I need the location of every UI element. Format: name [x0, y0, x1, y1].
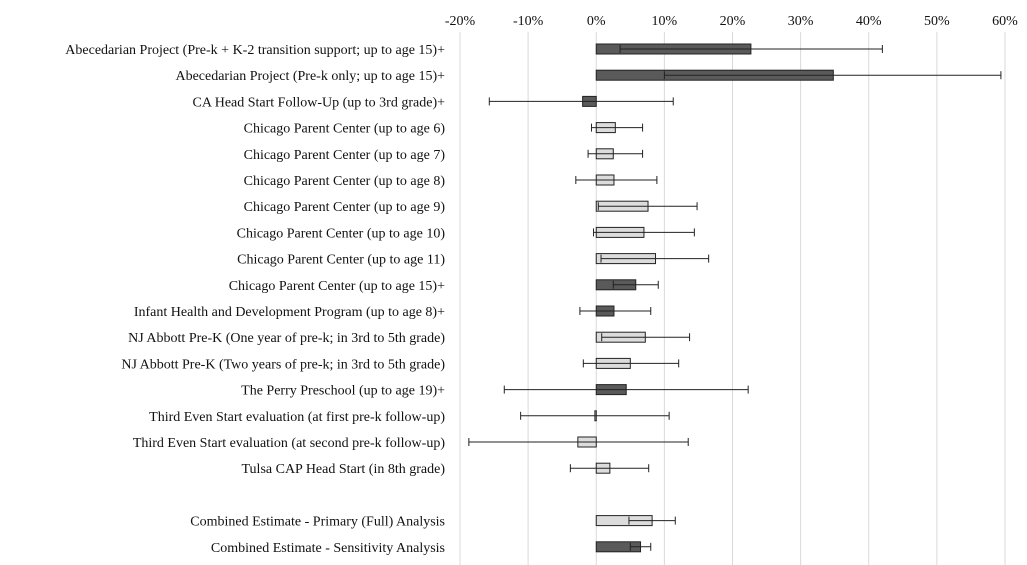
category-label: Abecedarian Project (Pre-k + K-2 transit… [65, 43, 445, 58]
category-label: Combined Estimate - Primary (Full) Analy… [190, 515, 445, 530]
category-label: Chicago Parent Center (up to age 6) [244, 122, 446, 137]
category-label: Chicago Parent Center (up to age 10) [237, 226, 446, 241]
x-tick-label: -20% [445, 14, 476, 29]
x-tick-label: 50% [924, 14, 950, 29]
category-labels: Abecedarian Project (Pre-k + K-2 transit… [65, 43, 445, 556]
category-label: Combined Estimate - Sensitivity Analysis [211, 541, 445, 556]
category-label: NJ Abbott Pre-K (One year of pre-k; in 3… [128, 331, 445, 346]
x-tick-label: 20% [720, 14, 746, 29]
category-label: Chicago Parent Center (up to age 7) [244, 148, 446, 163]
x-tick-label: -10% [513, 14, 544, 29]
category-label: CA Head Start Follow-Up (up to 3rd grade… [193, 95, 446, 110]
category-label: Infant Health and Development Program (u… [134, 305, 445, 320]
bars [577, 43, 834, 553]
category-label: Chicago Parent Center (up to age 9) [244, 200, 446, 215]
x-tick-label: 40% [856, 14, 882, 29]
error-bars [468, 45, 1002, 551]
category-label: Tulsa CAP Head Start (in 8th grade) [242, 462, 446, 477]
category-label: Abecedarian Project (Pre-k only; up to a… [175, 69, 445, 84]
category-label: Third Even Start evaluation (at second p… [133, 436, 446, 451]
x-tick-label: 10% [652, 14, 678, 29]
category-label: Chicago Parent Center (up to age 11) [237, 253, 445, 268]
x-tick-label: 0% [587, 14, 606, 29]
gridlines [459, 32, 1006, 565]
category-label: Chicago Parent Center (up to age 8) [244, 174, 446, 189]
x-tick-labels: -20% -10% 0% 10% 20% 30% 40% 50% 60% [445, 14, 1018, 29]
x-tick-label: 60% [992, 14, 1018, 29]
category-label: Chicago Parent Center (up to age 15)+ [229, 279, 445, 294]
category-label: NJ Abbott Pre-K (Two years of pre-k; in … [121, 357, 445, 372]
category-label: Third Even Start evaluation (at first pr… [149, 410, 445, 425]
category-label: The Perry Preschool (up to age 19)+ [241, 384, 445, 399]
x-tick-label: 30% [788, 14, 814, 29]
